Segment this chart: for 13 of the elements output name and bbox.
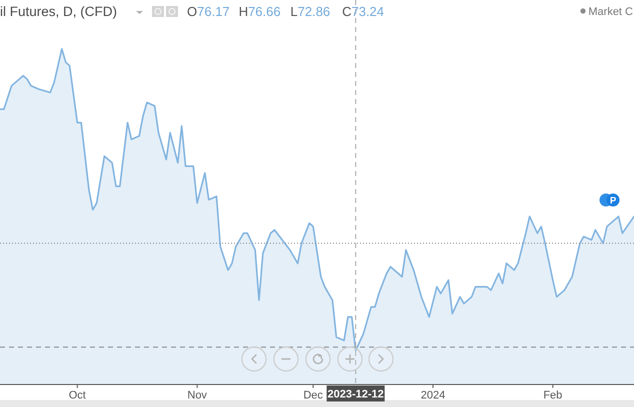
text: H76.66 bbox=[238, 4, 281, 19]
text: L72.86 bbox=[290, 4, 330, 19]
text: C73.24 bbox=[342, 4, 384, 19]
x-tick-label: Nov bbox=[187, 390, 208, 402]
ref-line-label: 2023-12-12 bbox=[328, 388, 384, 400]
chart-title: il Futures, D, (CFD) bbox=[0, 4, 118, 19]
x-tick-label: Dec bbox=[303, 390, 324, 402]
x-tick-label: 2024 bbox=[420, 390, 446, 402]
annotation: P bbox=[610, 196, 617, 206]
x-tick-label: Oct bbox=[68, 390, 86, 402]
text: O76.17 bbox=[187, 4, 230, 19]
text: Market C bbox=[588, 6, 634, 18]
x-tick-label: Feb bbox=[543, 390, 562, 402]
